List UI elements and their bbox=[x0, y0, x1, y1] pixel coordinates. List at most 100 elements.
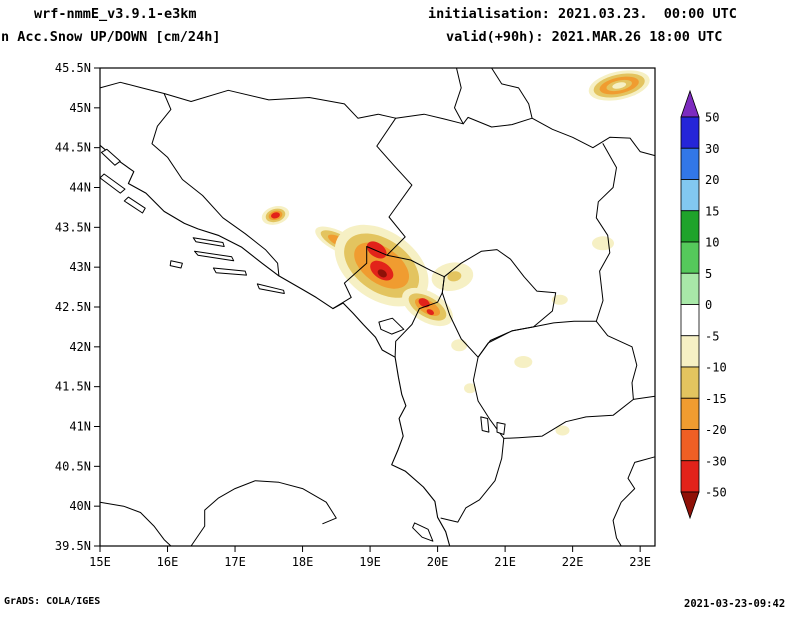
colorbar-label: -15 bbox=[705, 392, 727, 406]
lat-tick-label: 42.5N bbox=[55, 300, 91, 314]
border-tisa bbox=[454, 67, 464, 125]
border-macedonia-greece-east bbox=[632, 395, 656, 400]
island bbox=[99, 173, 126, 194]
lat-tick-label: 40.5N bbox=[55, 459, 91, 473]
border-aegean-coast bbox=[612, 456, 656, 547]
valid-time: valid(+90h): 2021.MAR.26 18:00 UTC bbox=[446, 29, 723, 45]
lon-tick-label: 17E bbox=[224, 555, 246, 569]
lon-tick-label: 19E bbox=[359, 555, 381, 569]
snow-blob bbox=[514, 356, 533, 368]
lat-tick-label: 40N bbox=[69, 499, 91, 513]
lake bbox=[480, 416, 490, 433]
snow-blob bbox=[551, 294, 568, 305]
lat-tick-label: 45N bbox=[69, 101, 91, 115]
island bbox=[169, 260, 183, 269]
map-frame bbox=[99, 67, 656, 547]
island bbox=[412, 522, 434, 542]
border-danube-sava bbox=[395, 113, 656, 157]
colorbar-label: -30 bbox=[705, 454, 727, 468]
colorbar-band bbox=[680, 397, 700, 430]
colorbar-label: 0 bbox=[705, 298, 712, 312]
lon-tick-label: 21E bbox=[494, 555, 516, 569]
island bbox=[100, 148, 121, 166]
latitude-axis: 39.5N 40N 40.5N 41N 41.5N 42N 42.5N 43N 43.5N 44N… bbox=[55, 61, 100, 553]
border-montenegro-serbia bbox=[386, 254, 445, 278]
colorbar-band bbox=[680, 241, 700, 274]
init-time: initialisation: 2021.03.23. 00:00 UTC bbox=[428, 6, 737, 22]
island bbox=[256, 283, 285, 294]
snow-blob bbox=[431, 262, 474, 291]
colorbar-band bbox=[680, 272, 700, 305]
product-title: n Acc.Snow UP/DOWN [cm/24h] bbox=[1, 29, 221, 45]
island bbox=[212, 267, 247, 276]
colorbar-label: -5 bbox=[705, 329, 719, 343]
lat-tick-label: 44N bbox=[69, 181, 91, 195]
colorbar-band bbox=[680, 335, 700, 368]
lon-tick-label: 18E bbox=[292, 555, 314, 569]
adriatic-coastline bbox=[99, 144, 451, 547]
border-albania-greece bbox=[440, 437, 505, 523]
colorbar-bottom-arrow bbox=[680, 491, 700, 520]
longitude-axis: 15E 16E 17E 18E 19E 20E 21E 22E 23E bbox=[89, 546, 651, 569]
colorbar-label: 50 bbox=[705, 111, 719, 125]
snow-blob bbox=[592, 236, 614, 251]
colorbar-label: 5 bbox=[705, 267, 712, 281]
snow-blob bbox=[555, 425, 570, 436]
snow-blob bbox=[334, 224, 429, 307]
lake bbox=[496, 422, 506, 435]
model-title: wrf-nmmE_v3.9.1-e3km bbox=[34, 6, 197, 22]
lat-tick-label: 44.5N bbox=[55, 141, 91, 155]
snow-blob bbox=[588, 70, 650, 101]
island bbox=[123, 196, 146, 214]
border-macedonia bbox=[472, 320, 638, 439]
colorbar-band bbox=[680, 179, 700, 212]
colorbar-band bbox=[680, 460, 700, 493]
colorbar-label: -10 bbox=[705, 361, 727, 375]
snow-blob bbox=[464, 383, 476, 394]
lat-tick-label: 41.5N bbox=[55, 380, 91, 394]
colorbar-band bbox=[680, 429, 700, 462]
border-serbia-romania bbox=[491, 67, 533, 119]
colorbar-label: -20 bbox=[705, 423, 727, 437]
lon-tick-label: 16E bbox=[157, 555, 179, 569]
lon-tick-label: 15E bbox=[89, 555, 111, 569]
geography bbox=[99, 67, 656, 547]
lat-tick-label: 43N bbox=[69, 260, 91, 274]
lake bbox=[378, 317, 405, 335]
grads-credit: GrADS: COLA/IGES bbox=[4, 596, 101, 607]
snow-blob bbox=[451, 339, 468, 352]
colorbar-band bbox=[680, 116, 700, 149]
colorbar-label: 30 bbox=[705, 142, 719, 156]
island bbox=[192, 237, 225, 247]
border-bosnia-montenegro bbox=[332, 246, 388, 310]
colorbar-band bbox=[680, 147, 700, 180]
lat-tick-label: 45.5N bbox=[55, 61, 91, 75]
snow-shading bbox=[261, 70, 650, 436]
render-timestamp: 2021-03-23-09:42 bbox=[684, 598, 786, 610]
snow-blob bbox=[261, 205, 290, 225]
border-serbia-bulgaria bbox=[595, 143, 617, 322]
island bbox=[194, 250, 235, 262]
border-italy-puglia bbox=[190, 480, 337, 547]
lat-tick-label: 39.5N bbox=[55, 539, 91, 553]
colorbar-label: 10 bbox=[705, 236, 719, 250]
border-sava-drina bbox=[163, 89, 413, 256]
lon-tick-label: 20E bbox=[427, 555, 449, 569]
colorbar-band bbox=[680, 366, 700, 399]
lon-tick-label: 23E bbox=[629, 555, 651, 569]
colorbar-label: 20 bbox=[705, 173, 719, 187]
border-italy-coast-south bbox=[99, 501, 172, 547]
lon-tick-label: 22E bbox=[562, 555, 584, 569]
colorbar-top-arrow bbox=[680, 89, 700, 118]
lat-tick-label: 42N bbox=[69, 340, 91, 354]
lat-tick-label: 43.5N bbox=[55, 220, 91, 234]
border-kosovo bbox=[441, 249, 557, 358]
colorbar-label: 15 bbox=[705, 204, 719, 218]
colorbar-label: -50 bbox=[705, 486, 727, 500]
border-croatia-bosnia-west bbox=[99, 81, 280, 277]
lat-tick-label: 41N bbox=[69, 420, 91, 434]
colorbar-band bbox=[680, 210, 700, 243]
